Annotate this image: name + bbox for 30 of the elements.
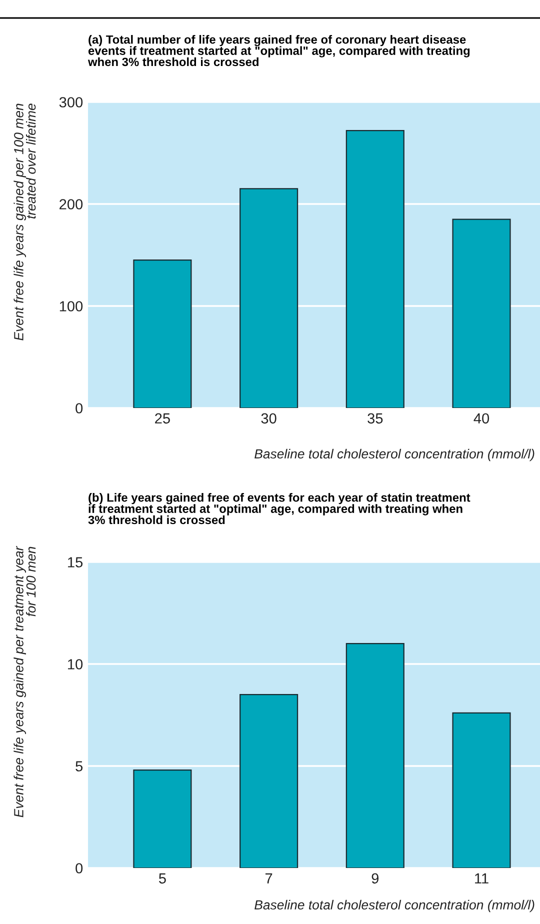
y-tick-label: 300 (59, 97, 83, 108)
chart-title: (a) Total number of life years gained free of coronary heart disease events if treatment started at "optimal" age, compared with treating when 3% threshold is crossed (88, 35, 470, 66)
y-axis-title: Event free life years gained per treatment year for 100 men (14, 546, 36, 818)
bar (346, 643, 404, 868)
x-tick-label: 25 (155, 413, 170, 424)
x-tick-label: 5 (158, 873, 166, 884)
bar (240, 694, 298, 868)
y-tick-label: 15 (68, 557, 83, 568)
x-tick-label: 35 (368, 413, 383, 424)
chart-title: (b) Life years gained free of events for each year of statin treatment if treatment started at "optimal" age, compared with treating when 3% threshold is crossed (88, 493, 470, 524)
bar (133, 770, 192, 868)
x-axis-title: Baseline total cholesterol concentration (mmol/l) (254, 448, 534, 462)
bar (133, 260, 192, 408)
y-tick-label: 10 (68, 659, 83, 670)
y-tick-label: 0 (76, 403, 83, 414)
x-tick-label: 11 (475, 873, 488, 884)
bar (452, 218, 511, 408)
y-axis-title: Event free life years gained per 100 men treated over lifetime (14, 104, 36, 340)
x-axis-title: Baseline total cholesterol concentration (mmol/l) (254, 900, 534, 912)
y-tick-label: 100 (60, 301, 83, 312)
y-tick-label: 0 (76, 863, 83, 874)
x-tick-label: 40 (474, 413, 490, 424)
bar (346, 130, 404, 408)
x-tick-label: 30 (261, 413, 276, 424)
y-tick-label: 200 (60, 199, 83, 210)
y-tick-label: 5 (76, 761, 83, 772)
x-tick-label: 9 (372, 873, 379, 884)
x-tick-label: 7 (265, 873, 272, 884)
bar (452, 712, 511, 868)
bar (240, 188, 298, 408)
